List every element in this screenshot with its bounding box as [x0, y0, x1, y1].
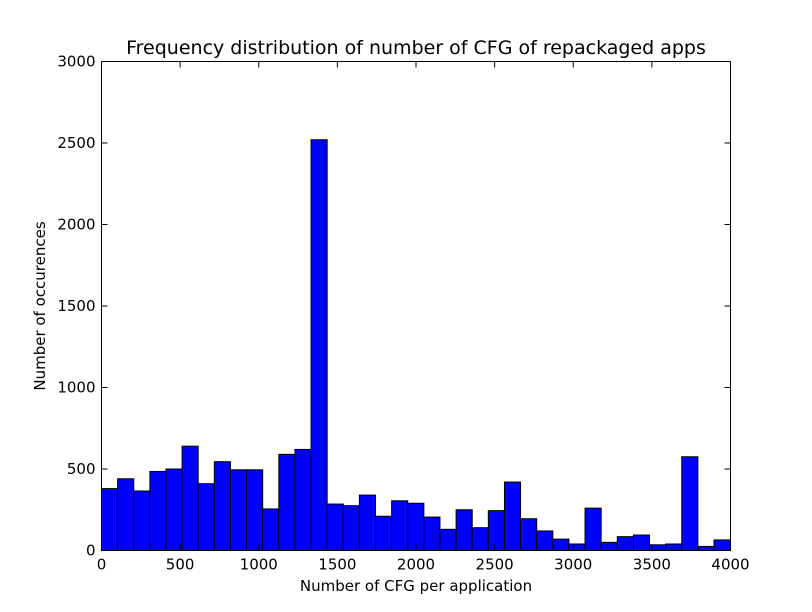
x-tick-label: 3500 — [633, 556, 671, 574]
x-tick-label: 4000 — [711, 556, 749, 574]
histogram-bar — [552, 538, 570, 552]
y-tick-label: 1000 — [57, 379, 95, 397]
y-tick-label: 0 — [86, 542, 96, 560]
chart-title: Frequency distribution of number of CFG … — [126, 37, 706, 59]
y-tick-label: 2500 — [57, 134, 95, 152]
y-tick-label: 1500 — [57, 297, 95, 315]
tick-labels-group: 0 500 1000 1500 2000 2500 3000 3500 4000 0 500 1000… — [57, 53, 749, 574]
ticks-group — [101, 61, 731, 551]
histogram-bar — [149, 470, 167, 552]
histogram-bar — [101, 488, 119, 551]
x-tick-label: 500 — [166, 556, 195, 574]
x-tick-label: 2000 — [397, 556, 435, 574]
x-axis-label: Number of CFG per application — [300, 577, 532, 595]
histogram-bar — [471, 527, 489, 551]
histogram-bar — [342, 505, 360, 551]
histogram-bar — [423, 516, 441, 552]
histogram-bar — [697, 545, 715, 551]
x-tick-label: 1000 — [240, 556, 278, 574]
histogram-bar — [407, 502, 425, 552]
y-tick-label: 500 — [67, 460, 96, 478]
histogram-bar — [229, 469, 248, 551]
y-tick-label: 2000 — [57, 216, 95, 234]
y-axis-label: Number of occurences — [31, 221, 49, 390]
x-tick-label: 3000 — [554, 556, 592, 574]
histogram-bar — [197, 483, 215, 552]
histogram-bar — [713, 539, 731, 552]
histogram-bar — [455, 509, 473, 551]
histogram-bar — [681, 456, 699, 551]
histogram-bar — [632, 534, 651, 552]
bars-group — [101, 139, 731, 552]
histogram-bar — [246, 469, 264, 551]
histogram-bar — [536, 530, 554, 552]
x-tick-label: 2500 — [476, 556, 514, 574]
histogram-bar — [391, 500, 409, 552]
y-tick-label: 3000 — [57, 53, 95, 71]
histogram-bar — [133, 490, 151, 552]
histogram-bar — [294, 448, 312, 551]
histogram-bar — [520, 518, 538, 552]
histogram-bar — [487, 510, 505, 552]
histogram-bar — [181, 445, 199, 551]
histogram-bar — [616, 536, 634, 552]
histogram-bar — [310, 139, 328, 552]
histogram-bar — [568, 543, 586, 551]
histogram-bar — [213, 461, 231, 552]
x-tick-label: 1500 — [318, 556, 356, 574]
histogram-bar — [584, 507, 602, 551]
histogram-bar — [358, 494, 377, 551]
histogram-bar — [326, 503, 344, 552]
plot-frame — [101, 61, 731, 551]
histogram-bar — [600, 541, 618, 551]
histogram-bar — [439, 528, 457, 551]
x-tick-label: 0 — [97, 556, 107, 574]
histogram-bar — [278, 453, 296, 551]
histogram-bar — [117, 478, 135, 551]
histogram-bar — [165, 468, 183, 551]
histogram-bar — [503, 481, 522, 552]
histogram-bar — [262, 508, 280, 551]
histogram-bar — [375, 515, 393, 552]
histogram-bar — [665, 543, 683, 551]
